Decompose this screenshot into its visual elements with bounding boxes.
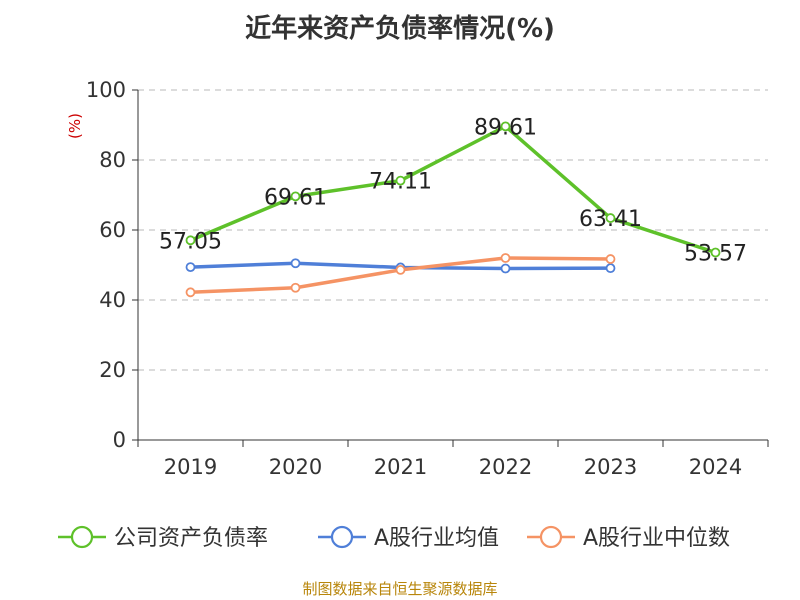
series-point-2 [500, 253, 511, 263]
y-tick-label: 100 [86, 78, 126, 102]
series-point-0 [185, 235, 196, 246]
legend-label-2: A股行业中位数 [583, 526, 730, 551]
series-point-0 [605, 213, 616, 223]
series-point-2 [185, 287, 196, 298]
data-label: 74.11 [369, 170, 432, 195]
source-footer: 制图数据来自恒生聚源数据库 [302, 580, 498, 598]
y-axis-unit-label: (%) [66, 113, 84, 139]
data-label: 53.57 [684, 242, 747, 267]
y-tick-label: 60 [99, 218, 126, 242]
series-point-1 [290, 258, 301, 269]
series-point-2 [290, 282, 301, 293]
series-point-1 [185, 262, 196, 273]
y-tick-label: 20 [99, 358, 126, 382]
legend: 公司资产负债率 A股行业均值 A股行业中位数 [58, 525, 730, 551]
data-label: 89.61 [474, 115, 537, 140]
legend-label-0: 公司资产负债率 [114, 526, 268, 551]
legend-label-1: A股行业均值 [374, 526, 499, 551]
series-point-2 [395, 264, 406, 275]
series-point-1 [500, 263, 511, 274]
axis-layer: 0 20 40 60 80 100(%) 2019 2020 2021 2022 2023 2024 [66, 78, 769, 479]
data-label: 63.41 [579, 207, 642, 232]
y-tick-label: 40 [99, 288, 126, 312]
grid-layer [138, 89, 768, 371]
chart-title: 近年来资产负债率情况(%) [245, 14, 555, 44]
series-point-0 [710, 247, 721, 258]
y-tick-label: 80 [99, 148, 126, 172]
series-point-0 [500, 121, 511, 132]
series-point-0 [395, 175, 406, 186]
series-layer [185, 121, 721, 298]
legend-marker-1 [330, 525, 354, 549]
data-label-layer: 57.05 69.61 74.11 89.61 63.41 53.57 [159, 115, 747, 266]
data-label: 57.05 [159, 229, 222, 254]
x-tick-label-2022: 2022 [479, 455, 532, 479]
x-tick-label-2021: 2021 [374, 455, 427, 479]
data-label: 69.61 [264, 185, 327, 210]
x-tick-label-2019: 2019 [164, 455, 217, 479]
x-tick-label-2024: 2024 [689, 455, 742, 479]
series-point-1 [605, 263, 616, 274]
series-line-0 [189, 124, 717, 255]
x-tick-label-2023: 2023 [584, 455, 637, 479]
y-tick-label: 0 [113, 428, 126, 452]
legend-marker-2 [539, 525, 563, 549]
series-point-0 [290, 191, 301, 202]
x-tick-label-2020: 2020 [269, 455, 322, 479]
series-point-2 [605, 254, 616, 264]
legend-marker-0 [70, 525, 94, 549]
